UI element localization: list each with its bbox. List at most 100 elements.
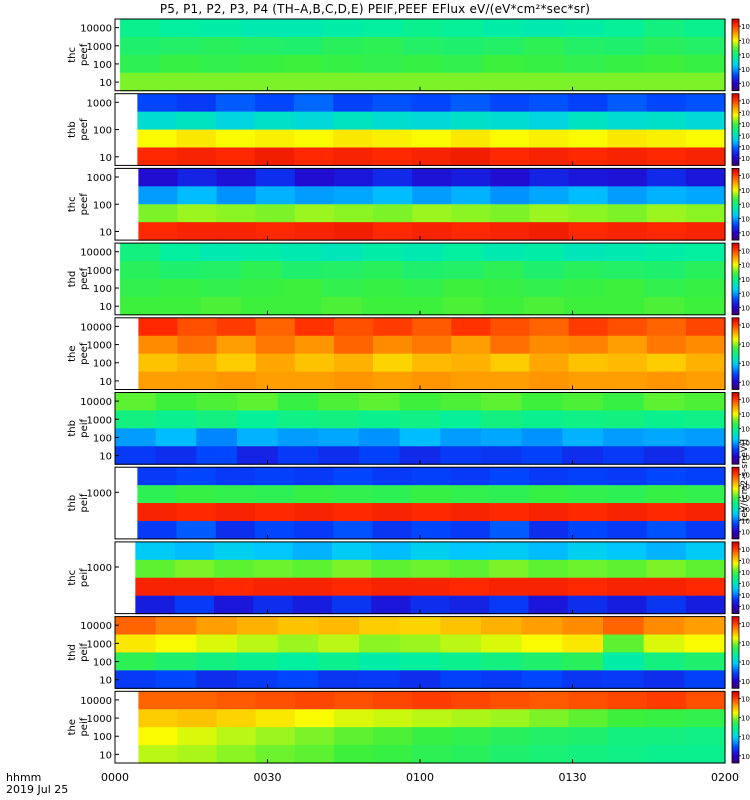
- heatmap-cell: [442, 72, 484, 92]
- heatmap-cell: [529, 111, 569, 131]
- heatmap-cell: [333, 168, 374, 187]
- heatmap-cell: [213, 559, 254, 579]
- heatmap-cell: [120, 278, 162, 298]
- heatmap-cell: [490, 204, 531, 223]
- colorbar-tick-label: 108: [741, 260, 750, 270]
- colorbar-tick-label: 106: [741, 119, 750, 129]
- heatmap-cell: [177, 335, 218, 355]
- heatmap-cell: [155, 446, 197, 465]
- heatmap-cell: [318, 616, 360, 636]
- heatmap-cell: [644, 36, 686, 56]
- heatmap-cell: [684, 19, 726, 38]
- heatmap-cell: [255, 745, 296, 764]
- colorbar-tick-label: 108: [741, 36, 750, 46]
- heatmap-cells: [120, 19, 726, 92]
- colorbar-tick-label: 103: [741, 751, 750, 761]
- heatmap-cell: [529, 222, 570, 241]
- heatmap-cell: [604, 36, 645, 56]
- heatmap-cell: [215, 485, 256, 504]
- heatmap-cell: [529, 745, 570, 764]
- panel-product-label: peif: [79, 418, 90, 437]
- heatmap-cell: [607, 168, 648, 187]
- heatmap-cell: [155, 428, 197, 447]
- heatmap-cell: [489, 559, 530, 579]
- heatmap-cell: [607, 541, 647, 561]
- heatmap-cell: [411, 111, 452, 131]
- heatmap-cell: [213, 595, 254, 615]
- heatmap-cell: [373, 353, 413, 373]
- x-tick-label: 0100: [406, 771, 434, 784]
- heatmap-cell: [607, 691, 648, 710]
- heatmap-cell: [563, 54, 605, 74]
- heatmap-cell: [603, 428, 645, 447]
- heatmap-cell: [451, 727, 491, 746]
- colorbar-tick-label: 104: [741, 732, 750, 742]
- heatmap-cell: [529, 147, 569, 167]
- heatmap-cell: [137, 520, 178, 540]
- heatmap-cell: [318, 392, 360, 412]
- heatmap-cell: [200, 296, 242, 316]
- heatmap-cell: [607, 709, 648, 728]
- y-tick-label: 10: [99, 78, 112, 89]
- heatmap-cell: [562, 392, 604, 412]
- x-tick-label: 0030: [254, 771, 282, 784]
- y-tick-label: 100: [93, 126, 112, 137]
- heatmap-cell: [483, 72, 524, 92]
- y-tick-label: 100: [93, 359, 112, 370]
- heatmap-cell: [529, 691, 570, 710]
- heatmap-cells: [138, 168, 726, 241]
- heatmap-cell: [604, 72, 645, 92]
- colorbar-tick-label: 106: [741, 693, 750, 703]
- heatmap-cell: [372, 111, 413, 131]
- heatmap-cell: [481, 634, 523, 654]
- heatmap-cell: [646, 745, 687, 764]
- heatmap-cell: [562, 652, 604, 671]
- heatmap-cell: [607, 727, 648, 746]
- heatmap-cell: [294, 111, 334, 131]
- heatmap-cell: [568, 485, 609, 504]
- heatmap-cell: [521, 634, 563, 654]
- heatmap-cell: [372, 503, 413, 522]
- heatmap-cell: [200, 243, 242, 262]
- heatmap-cell: [120, 72, 162, 92]
- heatmap-cell: [237, 634, 279, 654]
- heatmap-cell: [174, 541, 215, 561]
- heatmap-cell: [255, 335, 296, 355]
- heatmap-cell: [490, 335, 531, 355]
- heatmap-cell: [138, 335, 179, 355]
- heatmap-cell: [196, 392, 238, 412]
- heatmap-cell: [215, 129, 256, 149]
- heatmap-cell: [684, 392, 726, 412]
- heatmap-cell: [410, 541, 451, 561]
- heatmap-cell: [294, 317, 335, 337]
- heatmap-cell: [685, 559, 726, 579]
- heatmap-cell: [685, 691, 726, 710]
- heatmap-cell: [294, 222, 335, 241]
- heatmap-cell: [155, 392, 197, 412]
- panel-product-label: peef: [79, 342, 90, 365]
- heatmap-cell: [685, 520, 726, 540]
- heatmap-cell: [277, 410, 319, 429]
- heatmap-cell: [196, 670, 238, 689]
- heatmap-cell: [607, 111, 648, 131]
- heatmap-cell: [200, 278, 242, 298]
- heatmap-cell: [521, 670, 563, 689]
- heatmap-cell: [685, 186, 726, 205]
- colorbar-tick-label: 106: [741, 185, 750, 195]
- heatmap-cell: [333, 520, 374, 540]
- heatmap-cell: [563, 36, 605, 56]
- heatmap-cell: [562, 446, 604, 465]
- heatmap-cell: [412, 727, 452, 746]
- y-tick-label: 10000: [80, 397, 112, 408]
- heatmap-cell: [440, 616, 482, 636]
- heatmap-cell: [607, 353, 648, 373]
- heatmap-cell: [529, 520, 569, 540]
- heatmap-cell: [568, 186, 609, 205]
- y-tick-label: 1000: [87, 173, 112, 184]
- heatmap-cell: [216, 745, 257, 764]
- heatmap-cell: [155, 616, 197, 636]
- heatmap-cell: [523, 19, 565, 38]
- heatmap-cell: [449, 541, 490, 561]
- heatmap-cell: [603, 616, 645, 636]
- heatmap-cell: [644, 72, 686, 92]
